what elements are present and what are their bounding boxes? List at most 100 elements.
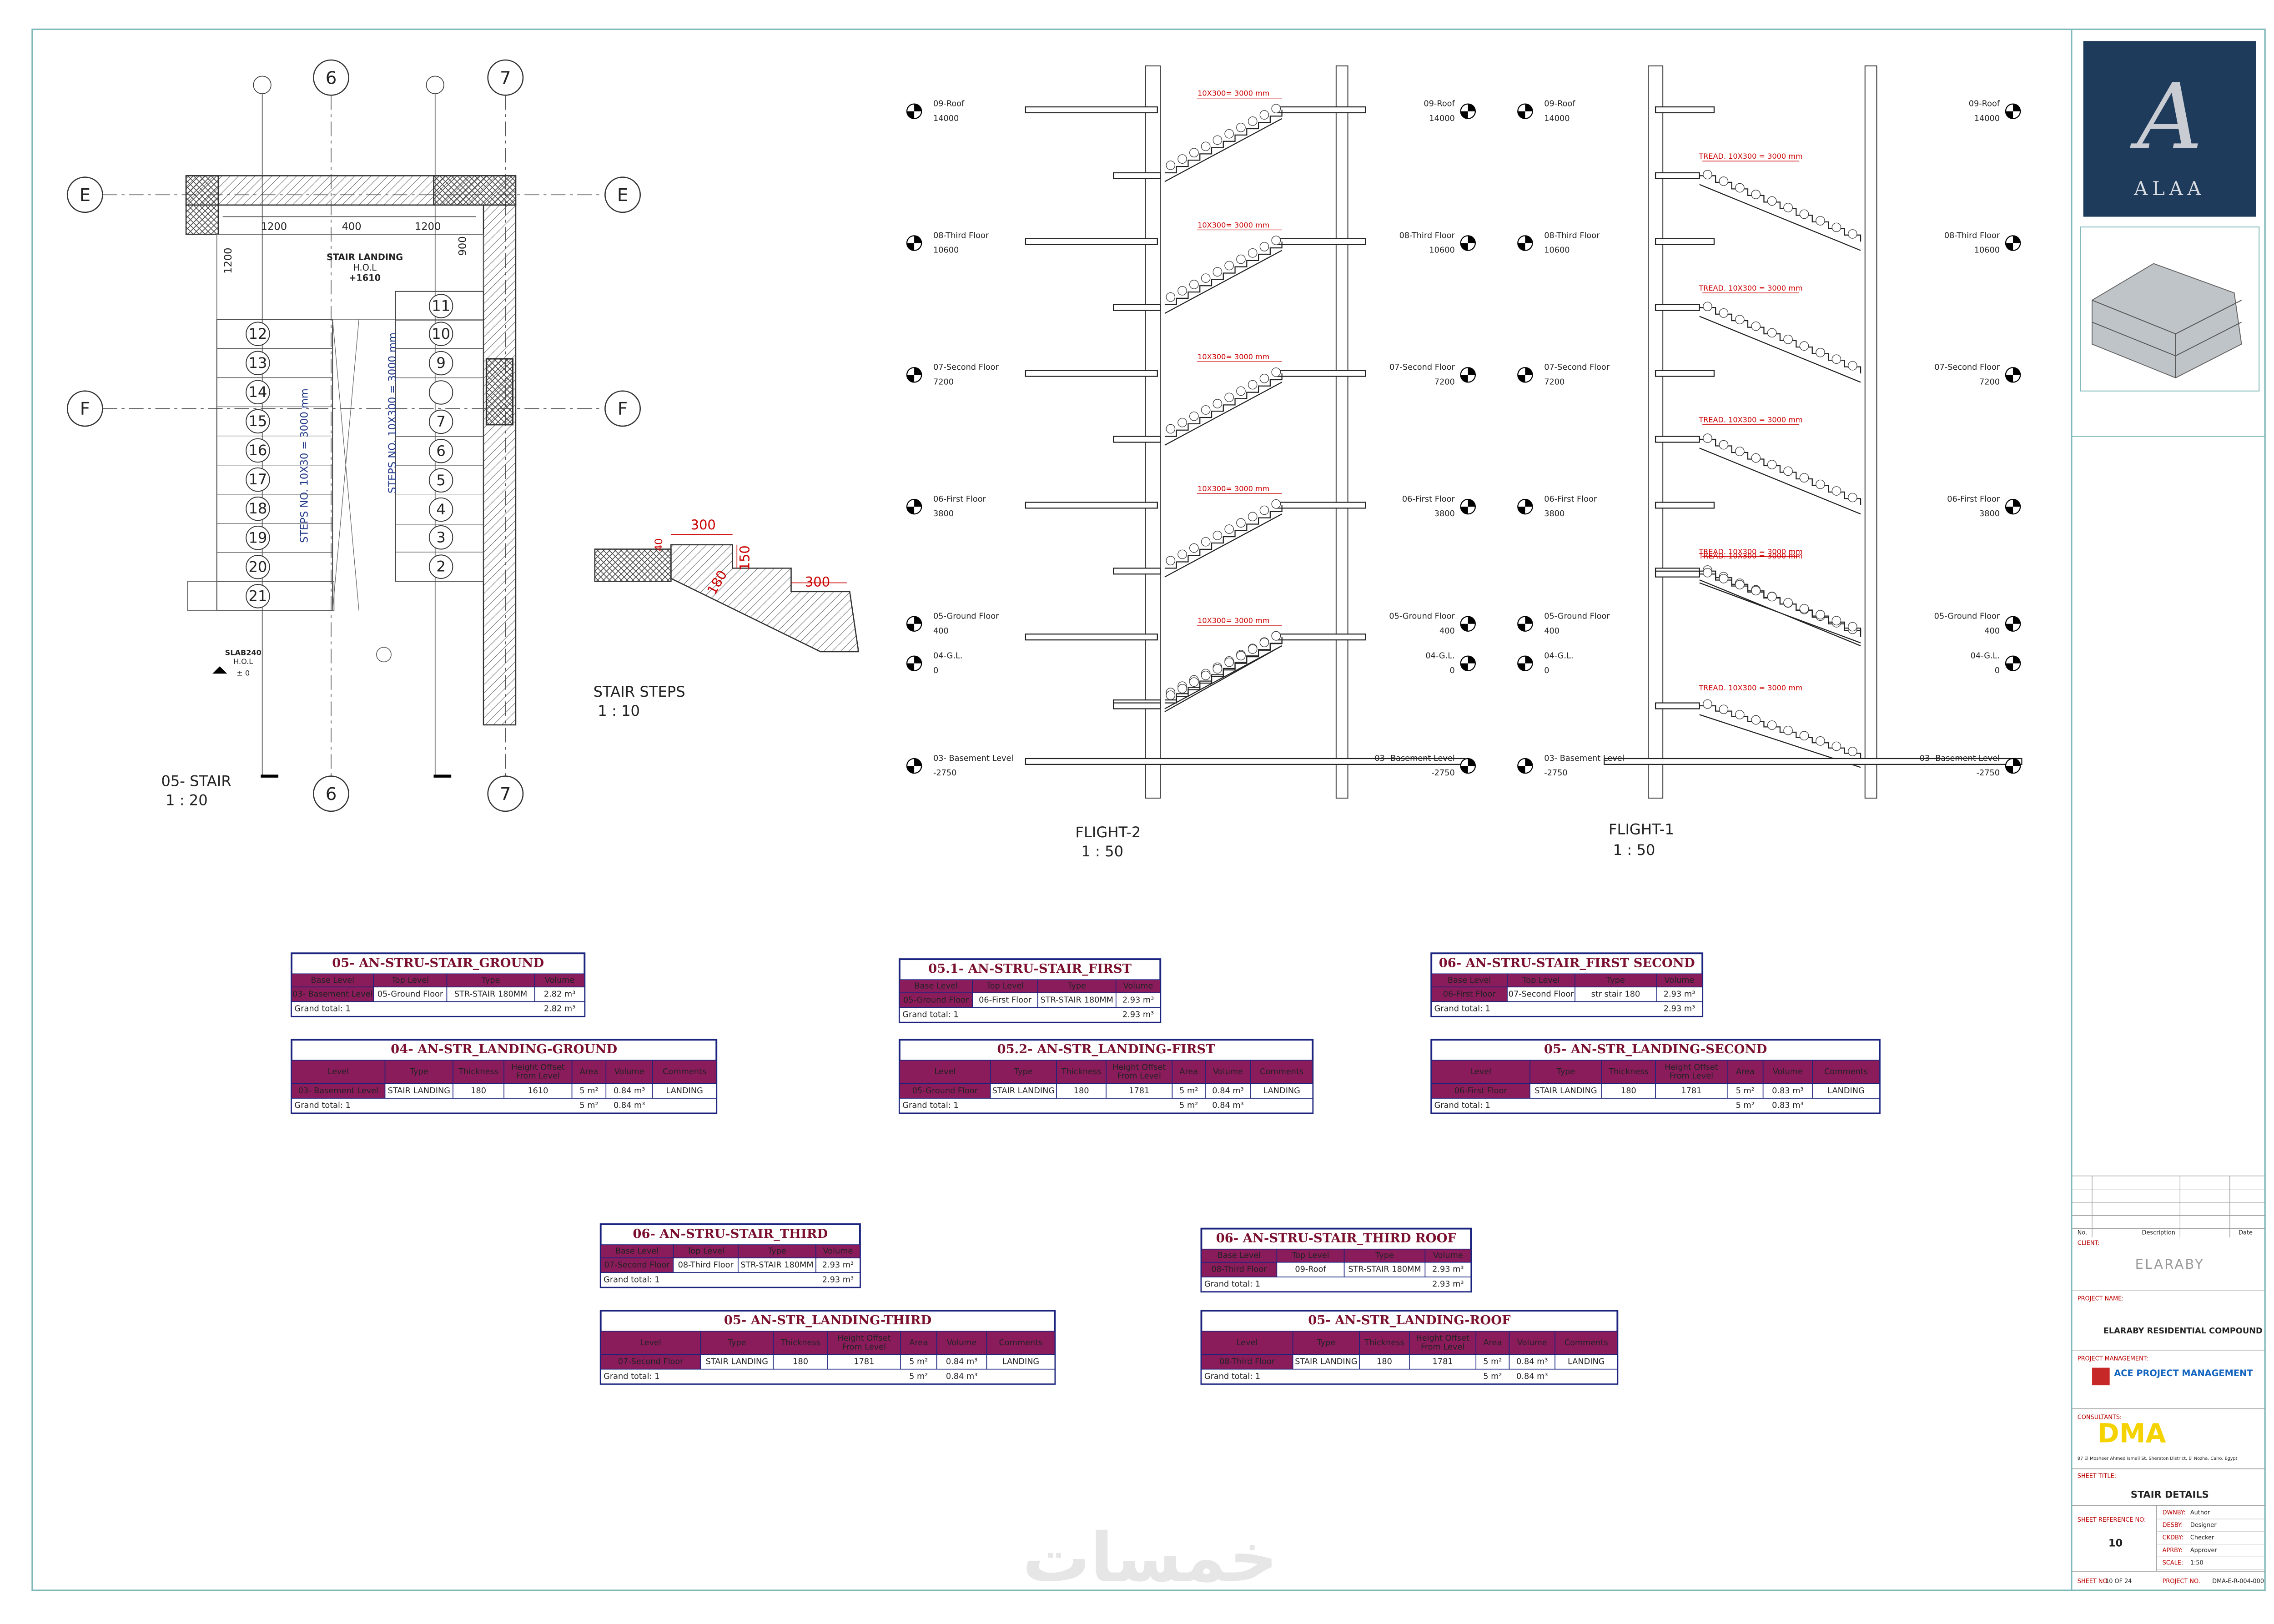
step-marker xyxy=(1224,392,1234,402)
project-name: ELARABY RESIDENTIAL COMPOUND xyxy=(2103,1327,2263,1336)
stair-soffit xyxy=(1699,184,1861,251)
grid-label: F xyxy=(618,399,628,419)
level-name: 06-First Floor xyxy=(1544,495,1597,504)
slab xyxy=(1655,238,1715,245)
step-marker xyxy=(1189,677,1199,687)
data-cell xyxy=(1555,1354,1618,1370)
level-marker xyxy=(906,656,922,671)
column-header: Volume xyxy=(1665,976,1695,985)
step-marker xyxy=(1831,741,1841,751)
step-marker xyxy=(1201,670,1211,680)
step-marker xyxy=(1783,598,1793,608)
step-marker xyxy=(1236,122,1246,132)
wall xyxy=(1647,65,1664,799)
header-cell xyxy=(1115,979,1161,993)
schedule-title: 06- AN-STRU-STAIR_FIRST SECOND xyxy=(1439,955,1695,970)
slab xyxy=(1025,106,1158,114)
step-marker xyxy=(1767,328,1777,338)
revision-header: Date xyxy=(2239,1230,2253,1237)
level-marker xyxy=(1460,616,1475,631)
data-cell xyxy=(652,1083,717,1099)
level-elevation: 10600 xyxy=(1544,246,1570,255)
cell-text: 2.93 m³ xyxy=(1122,996,1154,1005)
level-name: 04-G.L. xyxy=(1544,652,1573,661)
data-cell xyxy=(986,1354,1056,1370)
step-marker xyxy=(246,525,270,550)
step-marker xyxy=(1201,405,1211,415)
step-marker xyxy=(1212,267,1223,277)
revision-header: Description xyxy=(2142,1230,2175,1237)
level-marker xyxy=(2005,758,2021,774)
step-marker xyxy=(1212,135,1223,145)
column-header: Type xyxy=(767,1247,786,1256)
data-cell xyxy=(446,986,535,1002)
field-label: CLIENT: xyxy=(2078,1240,2100,1247)
field-label: PROJECT NO. xyxy=(2163,1578,2200,1585)
column-header: Height Offset From Level xyxy=(1665,1063,1718,1081)
step-marker xyxy=(1189,280,1199,289)
column-header: Thickness xyxy=(1608,1067,1649,1076)
cell-text: 2.82 m³ xyxy=(544,990,575,999)
column-header: Area xyxy=(580,1067,599,1076)
step-marker xyxy=(1735,447,1745,456)
level-marker xyxy=(1460,367,1475,382)
column-header: Type xyxy=(1014,1067,1033,1076)
level-elevation: -2750 xyxy=(1431,769,1454,778)
step-marker xyxy=(1848,747,1857,756)
project-number: DMA-E-R-004-000 xyxy=(2212,1578,2264,1585)
header-line: Height Offset xyxy=(1665,1063,1718,1072)
stair-soffit xyxy=(1699,582,1861,644)
header-cell xyxy=(291,1060,386,1084)
step-marker xyxy=(428,351,453,376)
step-marker xyxy=(1177,286,1187,296)
data-cell xyxy=(1172,1083,1206,1099)
step-marker xyxy=(1248,644,1258,654)
field-label: SHEET TITLE: xyxy=(2078,1473,2116,1479)
header-cell xyxy=(990,1060,1057,1084)
note: SLAB240 xyxy=(225,649,262,657)
data-cell xyxy=(1343,1262,1426,1277)
data-cell xyxy=(900,1354,937,1370)
cell-text: 03- Basement Level xyxy=(298,1086,378,1096)
header-line: Height Offset xyxy=(837,1334,890,1343)
step-marker xyxy=(428,409,453,434)
cell-text: STAIR LANDING xyxy=(388,1086,450,1096)
column xyxy=(485,358,514,426)
header-cell xyxy=(1056,1060,1107,1084)
field-value: 1:50 xyxy=(2190,1560,2204,1567)
total-value: 0.83 m³ xyxy=(1772,1101,1803,1110)
header-cell xyxy=(1726,1060,1764,1084)
level-marker xyxy=(2005,616,2021,631)
cell-text: 180 xyxy=(471,1086,486,1096)
total-label: Grand total: 1 xyxy=(604,1372,659,1381)
field-label: SHEET REFERENCE NO: xyxy=(2078,1517,2146,1523)
level-marker xyxy=(1518,367,1533,382)
data-cell xyxy=(1812,1083,1880,1099)
data-cell xyxy=(1250,1083,1313,1099)
level-name: 05-Ground Floor xyxy=(1389,612,1455,621)
grid-label: 7 xyxy=(500,68,511,88)
column-header: Type xyxy=(1067,982,1086,991)
header-cell xyxy=(534,973,585,988)
column-header: Volume xyxy=(1517,1338,1547,1347)
step-marker xyxy=(1236,651,1246,661)
step-marker xyxy=(1224,524,1234,534)
total-row xyxy=(291,1001,585,1017)
dimension-note: TREAD. 10X300 = 3000 mm xyxy=(1698,552,1802,560)
step-marker xyxy=(1212,399,1223,408)
slab xyxy=(1277,238,1366,245)
dimension: 1200 xyxy=(415,221,441,233)
header-cell xyxy=(1359,1331,1410,1355)
schedule-title: 04- AN-STR_LANDING-GROUND xyxy=(391,1042,617,1056)
step-marker xyxy=(1177,154,1187,164)
step-marker xyxy=(1166,690,1176,700)
schedule-title: 05- AN-STRU-STAIR_GROUND xyxy=(332,955,544,970)
grid-label: E xyxy=(80,185,91,206)
cell-text: 07-Second Floor xyxy=(604,1261,670,1270)
column-header: Area xyxy=(1736,1067,1755,1076)
dimension: 400 xyxy=(342,221,362,233)
grid-bubble xyxy=(66,390,103,427)
step-marker xyxy=(1177,684,1187,694)
step-marker xyxy=(1783,466,1793,476)
